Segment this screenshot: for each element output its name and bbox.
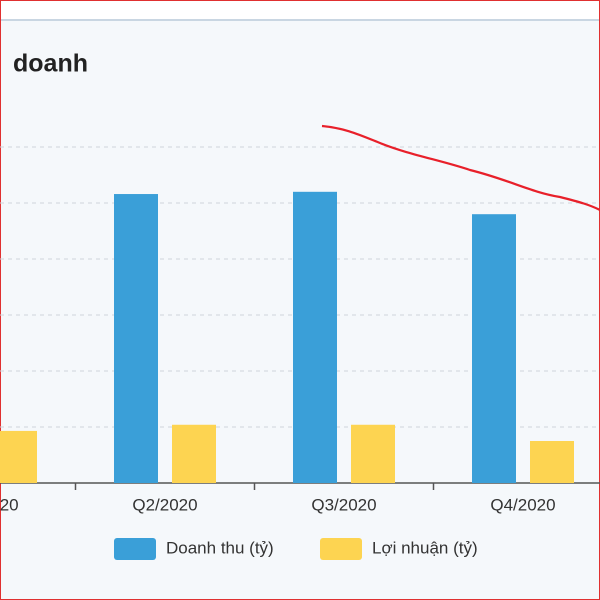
bar — [293, 191, 337, 484]
x-tick-label: Q1/2020 — [0, 495, 19, 514]
bar — [351, 424, 395, 483]
bar — [172, 424, 216, 483]
legend-swatch — [320, 538, 362, 560]
annotation-stroke — [321, 124, 600, 211]
legend-label: Doanh thu (tỷ) — [166, 538, 274, 557]
x-tick-label: Q2/2020 — [132, 495, 197, 514]
x-tick-label: Q3/2020 — [311, 495, 376, 514]
bar — [114, 194, 158, 484]
legend-label: Lợi nhuận (tỷ) — [372, 538, 478, 557]
bar — [530, 441, 574, 483]
bar — [472, 214, 516, 483]
plot: Q1/2020 Q2/2020 Q3/2020 Q4/2020 Doanh thu (t… — [0, 146, 600, 560]
bar — [0, 430, 37, 483]
chart-title: doanh — [13, 50, 88, 78]
legend-swatch — [114, 538, 156, 560]
x-tick-label: Q4/2020 — [490, 495, 555, 514]
